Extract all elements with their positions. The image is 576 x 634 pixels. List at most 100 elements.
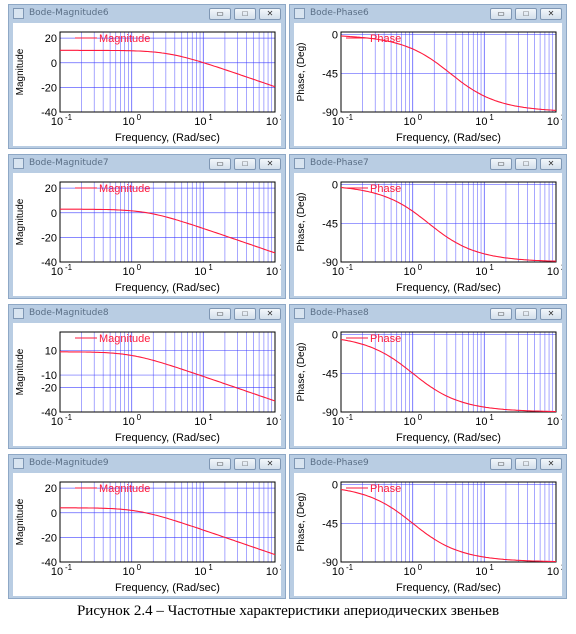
minimize-button[interactable]: ▭ bbox=[209, 308, 231, 320]
x-tick-exponent: 2 bbox=[280, 563, 281, 572]
window-icon bbox=[13, 458, 24, 469]
x-tick-exponent: 0 bbox=[418, 113, 423, 122]
x-tick-label: 10 bbox=[332, 116, 344, 128]
x-tick-exponent: 1 bbox=[489, 413, 494, 422]
maximize-button[interactable]: □ bbox=[515, 308, 537, 320]
maximize-button[interactable]: □ bbox=[515, 8, 537, 20]
x-tick-label: 10 bbox=[194, 566, 206, 578]
legend-label: Magnitude bbox=[99, 483, 150, 495]
response-curve bbox=[60, 507, 276, 556]
close-button[interactable]: ✕ bbox=[259, 458, 281, 470]
title-bar[interactable]: Bode-Phase8 ▭ □ ✕ bbox=[290, 305, 566, 323]
minimize-button[interactable]: ▭ bbox=[209, 158, 231, 170]
legend-label: Magnitude bbox=[99, 333, 150, 345]
close-button[interactable]: ✕ bbox=[540, 458, 562, 470]
close-button[interactable]: ✕ bbox=[259, 8, 281, 20]
x-tick-label: 10 bbox=[475, 416, 487, 428]
bode-magnitude-window[interactable]: Bode-Magnitude8 ▭ □ ✕ Magnitude 10 -10 -20 -40 10… bbox=[8, 304, 286, 449]
title-bar[interactable]: Bode-Phase7 ▭ □ ✕ bbox=[290, 155, 566, 173]
x-tick-exponent: 0 bbox=[137, 263, 142, 272]
y-tick-label: -20 bbox=[41, 382, 57, 394]
y-axis-label: Phase, (Deg) bbox=[296, 493, 307, 552]
y-tick-label: 0 bbox=[332, 480, 338, 492]
title-bar[interactable]: Bode-Phase9 ▭ □ ✕ bbox=[290, 455, 566, 473]
minimize-button[interactable]: ▭ bbox=[490, 458, 512, 470]
legend-label: Phase bbox=[370, 333, 401, 345]
magnitude-chart: Magnitude200-20-4010-1100101102Frequency… bbox=[15, 181, 281, 294]
x-tick-label: 10 bbox=[547, 266, 559, 278]
maximize-button[interactable]: □ bbox=[515, 158, 537, 170]
minimize-button[interactable]: ▭ bbox=[209, 458, 231, 470]
y-tick-label: 20 bbox=[45, 483, 57, 495]
x-tick-exponent: 0 bbox=[137, 413, 142, 422]
window-title: Bode-Phase9 bbox=[310, 458, 369, 468]
title-bar[interactable]: Bode-Magnitude7 ▭ □ ✕ bbox=[9, 155, 285, 173]
minimize-button[interactable]: ▭ bbox=[490, 158, 512, 170]
bode-phase-window[interactable]: Bode-Phase6▭□✕Phase0-45-9010-1100101102F… bbox=[289, 4, 567, 149]
close-button[interactable]: ✕ bbox=[540, 158, 562, 170]
close-button[interactable]: ✕ bbox=[540, 8, 562, 20]
minimize-button[interactable]: ▭ bbox=[209, 8, 231, 20]
maximize-button[interactable]: □ bbox=[234, 8, 256, 20]
x-tick-exponent: 1 bbox=[208, 563, 213, 572]
plot-frame bbox=[59, 331, 276, 413]
plot-area: Magnitude200-20-4010-1100101102Frequency… bbox=[13, 473, 281, 596]
x-tick-label: 10 bbox=[51, 266, 63, 278]
bode-magnitude-window[interactable]: Bode-Magnitude9 ▭ □ ✕ Magnitude 20 0 -20 -40 10 -1… bbox=[8, 454, 286, 599]
x-tick-label: 10 bbox=[475, 116, 487, 128]
close-button[interactable]: ✕ bbox=[540, 308, 562, 320]
x-tick-exponent: 0 bbox=[418, 263, 423, 272]
bode-phase-window[interactable]: Bode-Phase7▭□✕Phase0-45-9010-1100101102F… bbox=[289, 154, 567, 299]
close-button[interactable]: ✕ bbox=[259, 308, 281, 320]
y-tick-label: -45 bbox=[322, 68, 338, 80]
legend-label: Phase bbox=[370, 33, 401, 45]
bode-magnitude-window[interactable]: Bode-Magnitude7 ▭ □ ✕ Magnitude 20 0 -20 -40 10 -1… bbox=[8, 154, 286, 299]
title-bar[interactable]: Bode-Magnitude6 ▭ □ ✕ bbox=[9, 5, 285, 23]
bode-magnitude-window[interactable]: Bode-Magnitude6 ▭ □ ✕ Magnitude 20 0 -20 -40 10 -1… bbox=[8, 4, 286, 149]
plot-area: Magnitude10-10-20-4010-1100101102Frequen… bbox=[13, 323, 281, 446]
x-tick-label: 10 bbox=[404, 566, 416, 578]
x-tick-exponent: 2 bbox=[561, 563, 562, 572]
plot-frame bbox=[59, 481, 276, 563]
y-tick-label: -40 bbox=[41, 557, 57, 569]
y-tick-label: -90 bbox=[322, 257, 338, 269]
title-bar[interactable]: Bode-Phase6 ▭ □ ✕ bbox=[290, 5, 566, 23]
window-icon bbox=[294, 308, 305, 319]
bode-phase-window[interactable]: Bode-Phase9▭□✕Phase0-45-9010-1100101102F… bbox=[289, 454, 567, 599]
maximize-button[interactable]: □ bbox=[515, 458, 537, 470]
y-axis-label: Phase, (Deg) bbox=[296, 43, 307, 102]
x-tick-label: 10 bbox=[194, 116, 206, 128]
maximize-button[interactable]: □ bbox=[234, 458, 256, 470]
x-tick-exponent: 1 bbox=[208, 413, 213, 422]
minimize-button[interactable]: ▭ bbox=[490, 308, 512, 320]
response-curve bbox=[340, 338, 556, 413]
x-tick-label: 10 bbox=[404, 416, 416, 428]
maximize-button[interactable]: □ bbox=[234, 308, 256, 320]
x-tick-exponent: 1 bbox=[208, 263, 213, 272]
x-tick-label: 10 bbox=[332, 416, 344, 428]
plot-frame bbox=[59, 31, 276, 113]
magnitude-chart: Magnitude200-20-4010-1100101102Frequency… bbox=[15, 481, 281, 594]
x-tick-label: 10 bbox=[266, 116, 278, 128]
plot-frame bbox=[340, 181, 557, 263]
y-tick-label: -90 bbox=[322, 557, 338, 569]
title-bar[interactable]: Bode-Magnitude8 ▭ □ ✕ bbox=[9, 305, 285, 323]
x-tick-exponent: 2 bbox=[280, 413, 281, 422]
bode-phase-window[interactable]: Bode-Phase8▭□✕Phase0-45-9010-1100101102F… bbox=[289, 304, 567, 449]
title-bar[interactable]: Bode-Magnitude9 ▭ □ ✕ bbox=[9, 455, 285, 473]
x-axis-label: Frequency, (Rad/sec) bbox=[396, 432, 501, 444]
y-tick-label: -90 bbox=[322, 407, 338, 419]
x-tick-exponent: -1 bbox=[346, 413, 354, 422]
x-tick-label: 10 bbox=[547, 416, 559, 428]
x-tick-exponent: 0 bbox=[418, 413, 423, 422]
minimize-button[interactable]: ▭ bbox=[490, 8, 512, 20]
maximize-button[interactable]: □ bbox=[234, 158, 256, 170]
x-tick-exponent: 0 bbox=[137, 563, 142, 572]
y-axis-label: Phase, (Deg) bbox=[296, 193, 307, 252]
x-axis-label: Frequency, (Rad/sec) bbox=[115, 582, 220, 594]
plot-frame bbox=[340, 31, 557, 113]
close-button[interactable]: ✕ bbox=[259, 158, 281, 170]
window-title: Bode-Phase6 bbox=[310, 8, 369, 18]
response-curve bbox=[341, 35, 557, 111]
